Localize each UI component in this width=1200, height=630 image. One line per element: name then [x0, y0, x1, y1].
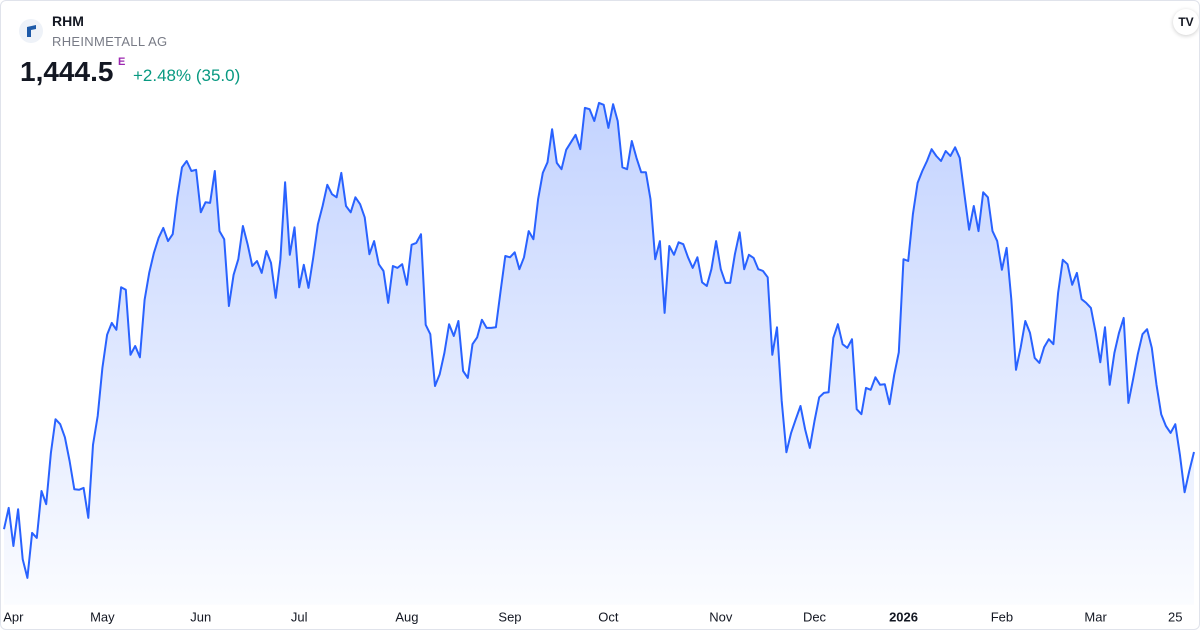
price-change: +2.48% (35.0)	[133, 66, 241, 85]
logo	[19, 19, 43, 43]
x-tick-label: May	[90, 609, 115, 624]
x-tick-label: Aug	[395, 609, 418, 624]
x-tick-label: Apr	[3, 609, 24, 624]
x-tick-label: Mar	[1084, 609, 1107, 624]
x-tick-label: Dec	[803, 609, 827, 624]
x-tick-label: Sep	[498, 609, 521, 624]
symbol: RHM	[52, 13, 84, 29]
x-tick-label: Nov	[709, 609, 733, 624]
x-tick-label: Jul	[291, 609, 308, 624]
x-tick-label: Feb	[991, 609, 1013, 624]
tradingview-logo[interactable]: TV	[1173, 9, 1199, 35]
company-name: RHEINMETALL AG	[52, 34, 168, 49]
x-tick-label: Oct	[598, 609, 619, 624]
price-marker: E	[118, 56, 126, 68]
logo-icon	[27, 25, 36, 37]
price: 1,444.5	[20, 56, 114, 87]
price-line	[3, 101, 1195, 579]
x-tick-label: 25	[1168, 609, 1182, 624]
area-fill	[4, 102, 1194, 605]
x-tick-label: 2026	[889, 609, 918, 624]
x-tick-label: Jun	[190, 609, 211, 624]
